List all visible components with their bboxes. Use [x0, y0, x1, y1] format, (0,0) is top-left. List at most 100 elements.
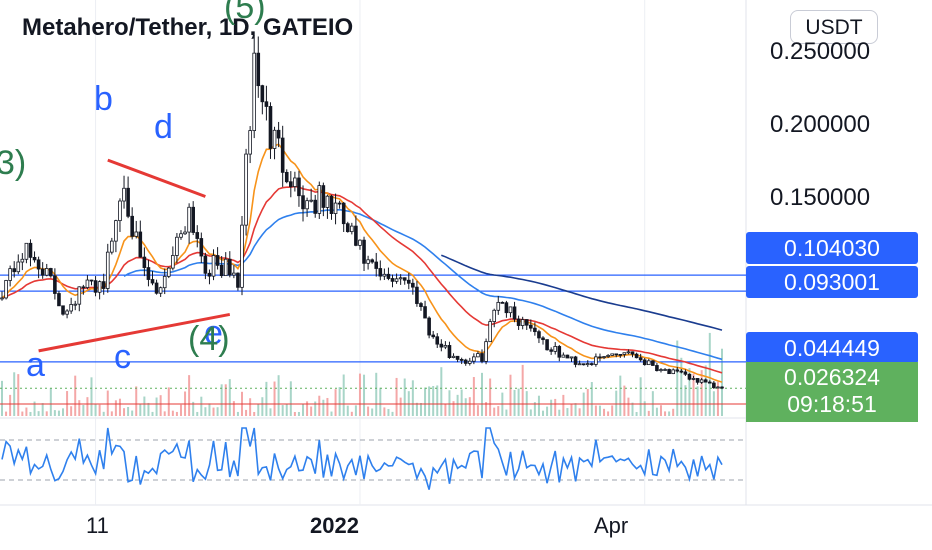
- candle-body: [512, 306, 517, 320]
- candle-body: [337, 202, 342, 205]
- candle-body: [374, 261, 379, 269]
- candle-body: [191, 206, 195, 233]
- volume-bar: [509, 374, 512, 416]
- volume-bar: [542, 410, 545, 416]
- candle-body: [626, 351, 631, 354]
- time-tick-label: Apr: [594, 513, 629, 538]
- candle-body: [366, 259, 370, 264]
- candle-body: [508, 306, 513, 314]
- currency-unit-button[interactable]: USDT: [790, 10, 878, 44]
- volume-bar: [399, 397, 402, 416]
- volume-bar: [700, 370, 703, 416]
- candle-body: [699, 379, 704, 383]
- horizontal-levels: [0, 274, 746, 405]
- volume-bar: [448, 390, 451, 416]
- candle-body: [370, 259, 374, 263]
- volume-bar: [537, 395, 540, 416]
- candle-body: [642, 359, 647, 366]
- volume-bar: [25, 407, 28, 416]
- volume-bar: [611, 405, 614, 416]
- candle-body: [712, 382, 716, 389]
- volume-bar: [90, 377, 93, 416]
- volume-bar: [647, 410, 650, 416]
- candle-body: [406, 279, 411, 284]
- ema-slow-line: [123, 208, 723, 361]
- volume-bar: [277, 375, 280, 416]
- bar-countdown: 09:18:51: [787, 391, 877, 417]
- volume-bar: [245, 409, 248, 416]
- volume-bar: [692, 373, 695, 416]
- wave-label-a: a: [26, 346, 45, 384]
- candle-body: [223, 258, 228, 277]
- volume-bar: [558, 409, 561, 416]
- candle-body: [187, 206, 191, 233]
- candle-body: [703, 379, 708, 383]
- candle-body: [32, 256, 37, 261]
- volume-bar: [684, 385, 687, 416]
- candle-body: [240, 224, 244, 288]
- volume-bar: [468, 397, 471, 416]
- volume-bar: [5, 411, 8, 416]
- candle-body: [138, 231, 143, 258]
- volume-bar: [472, 377, 475, 416]
- volume-bar: [192, 401, 195, 416]
- volume-bar: [334, 389, 337, 416]
- volume-bar: [139, 403, 142, 416]
- candle-body: [585, 363, 590, 366]
- volume-bar: [489, 378, 492, 416]
- volume-bar: [45, 411, 48, 416]
- volume-bar: [29, 411, 32, 416]
- volume-bar: [371, 408, 374, 416]
- candle-body: [557, 346, 562, 358]
- price-level-badge: 0.044449: [746, 332, 918, 364]
- volume-bar: [175, 411, 178, 416]
- candle-body: [362, 239, 366, 264]
- candle-body: [646, 360, 651, 366]
- candle-body: [215, 255, 220, 266]
- volume-bar: [533, 402, 536, 416]
- candle-body: [345, 223, 350, 233]
- volume-bar: [167, 387, 170, 416]
- ema-fast-line: [1, 143, 723, 383]
- candle-body: [707, 381, 712, 384]
- volume-bar: [57, 410, 60, 416]
- candle-body: [484, 341, 488, 362]
- candle-body: [480, 353, 484, 362]
- upper-trendline: [107, 158, 206, 198]
- volume-bar: [37, 411, 40, 416]
- volume-bar: [70, 406, 73, 416]
- candle-body: [93, 280, 98, 293]
- volume-bar: [269, 408, 272, 416]
- candle-body: [659, 369, 663, 372]
- volume-bar: [17, 374, 20, 416]
- volume-bar: [285, 404, 288, 416]
- candle-body: [590, 363, 594, 365]
- volume-bar: [554, 398, 557, 416]
- candle-body: [569, 356, 574, 359]
- volume-bar: [249, 398, 252, 416]
- volume-bar: [432, 386, 435, 416]
- volume-bar: [517, 388, 520, 416]
- candle-body: [199, 238, 204, 257]
- candle-body: [577, 363, 582, 366]
- volume-bar: [74, 375, 77, 416]
- candle-body: [122, 187, 126, 202]
- candle-body: [459, 359, 464, 361]
- candle-body: [313, 199, 318, 214]
- volume-bar: [379, 387, 382, 416]
- volume-bar: [481, 372, 483, 416]
- candle-body: [207, 272, 212, 277]
- volume-bar: [216, 407, 219, 416]
- oscillator-line: [1, 427, 723, 490]
- volume-bar: [147, 402, 150, 416]
- volume-bar: [460, 389, 463, 416]
- candle-body: [81, 286, 86, 289]
- candle-body: [16, 261, 21, 273]
- candle-body: [655, 365, 659, 372]
- volume-bar: [627, 397, 630, 416]
- candle-body: [545, 339, 549, 351]
- candle-body: [126, 187, 130, 217]
- volume-bar: [440, 367, 443, 416]
- candle-body: [134, 231, 139, 237]
